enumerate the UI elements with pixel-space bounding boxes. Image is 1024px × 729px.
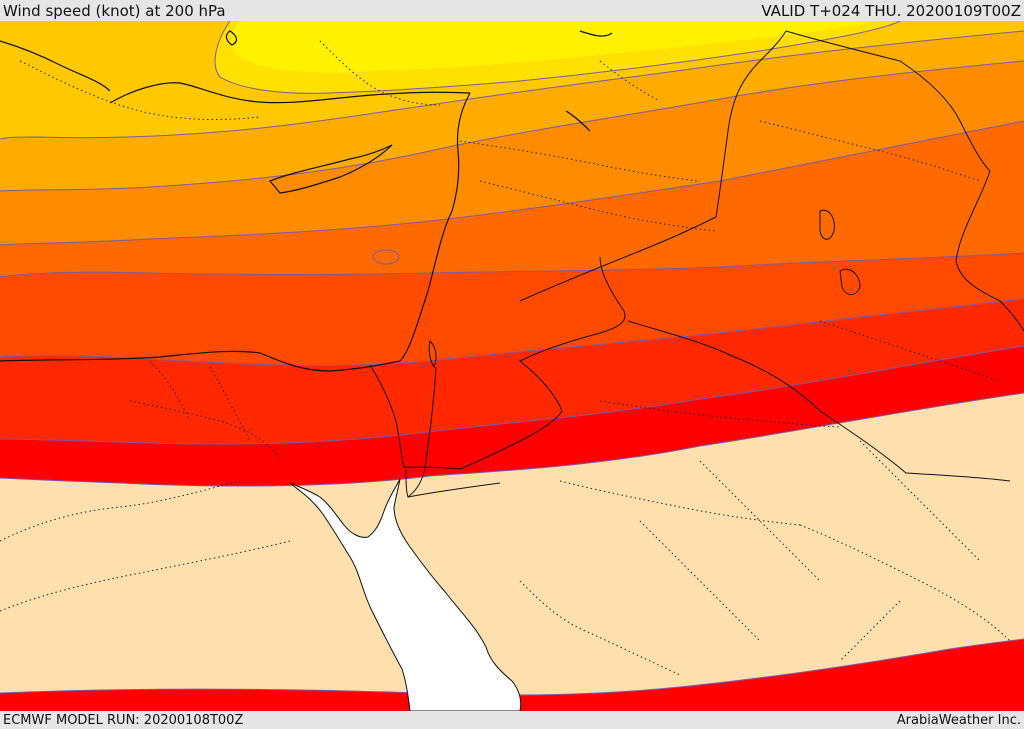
coastlines bbox=[0, 30, 613, 372]
southern-red-band bbox=[0, 639, 1024, 711]
wind-speed-map bbox=[0, 21, 1024, 711]
isotach-contours bbox=[0, 21, 1024, 696]
band-bright-yellow bbox=[231, 21, 881, 73]
model-run: ECMWF MODEL RUN: 20200108T00Z bbox=[3, 712, 244, 728]
credit: ArabiaWeather Inc. bbox=[896, 712, 1021, 728]
country-borders bbox=[369, 30, 1024, 498]
map-canvas bbox=[0, 21, 1024, 711]
admin-boundaries bbox=[0, 40, 1011, 676]
map-title: Wind speed (knot) at 200 hPa bbox=[3, 1, 226, 20]
lakes bbox=[428, 209, 861, 369]
valid-time: VALID T+024 THU. 20200109T00Z bbox=[761, 1, 1021, 20]
red-sea bbox=[289, 478, 522, 711]
top-bar: Wind speed (knot) at 200 hPa VALID T+024… bbox=[0, 0, 1024, 21]
bottom-bar: ECMWF MODEL RUN: 20200108T00Z ArabiaWeat… bbox=[0, 711, 1024, 729]
